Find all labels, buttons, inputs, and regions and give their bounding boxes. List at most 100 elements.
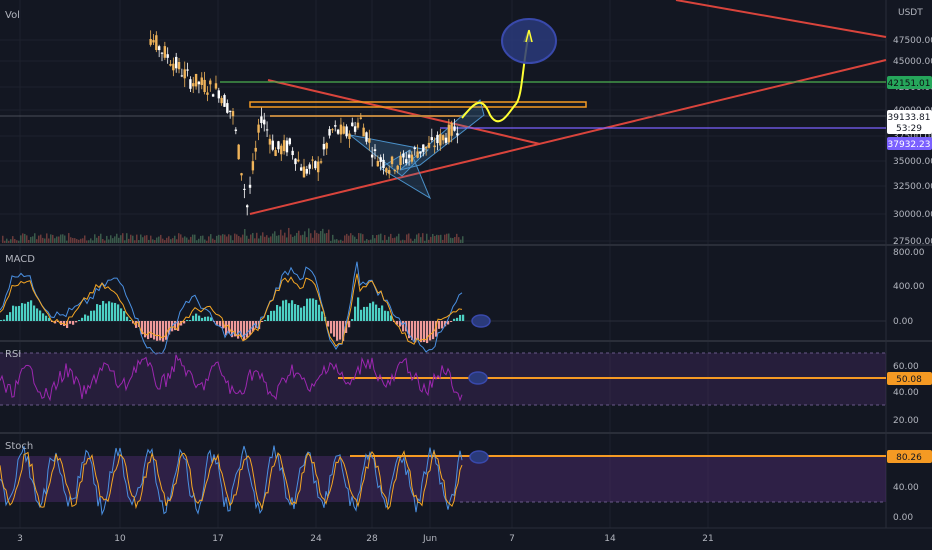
rsi-panel[interactable]: RSI 60.00 40.00 20.00 50.08: [0, 349, 932, 426]
volume-bar: [172, 238, 174, 243]
candle-body: [257, 124, 260, 133]
volume-bar: [118, 237, 120, 243]
volume-bar: [236, 234, 238, 243]
macd-hist-bar: [291, 300, 294, 321]
target-ellipse[interactable]: [501, 18, 557, 64]
rising-trendline[interactable]: [249, 59, 887, 215]
macd-hist-bar: [153, 321, 156, 340]
volume-bar: [94, 234, 96, 243]
macd-hist-bar: [81, 317, 84, 321]
volume-bar: [46, 233, 48, 243]
candle-body: [234, 129, 238, 131]
volume-bar: [350, 233, 352, 243]
volume-bar: [300, 235, 302, 243]
candle-body: [311, 159, 314, 161]
candle-body: [277, 141, 280, 150]
candle-body: [160, 52, 164, 54]
volume-bar: [448, 233, 450, 243]
volume-bar: [80, 238, 82, 243]
macd-hist-bar: [30, 300, 33, 321]
volume-bar: [298, 230, 300, 243]
macd-hist-bar: [9, 312, 12, 321]
volume-bar: [424, 240, 426, 243]
macd-hist-bar: [6, 314, 9, 321]
stoch-marker[interactable]: [469, 450, 489, 464]
current-price-value: 39133.81: [888, 113, 931, 123]
candle-body: [285, 140, 289, 153]
macd-hist-bar: [48, 317, 51, 321]
macd-hist-bar: [390, 315, 393, 321]
macd-hist-bar: [273, 310, 276, 321]
volume-bar: [446, 233, 448, 243]
volume-bar: [306, 237, 308, 243]
volume-bar: [124, 240, 126, 243]
macd-hist-bar: [423, 321, 426, 343]
volume-bar: [438, 235, 440, 243]
macd-panel[interactable]: MACD 800.00 400.00 0.00: [0, 248, 925, 355]
stoch-title: Stoch: [5, 441, 33, 452]
volume-bar: [130, 234, 132, 243]
volume-bar: [86, 240, 88, 243]
volume-bar: [102, 239, 104, 243]
rsi-marker[interactable]: [468, 371, 488, 385]
macd-hist-bar: [435, 321, 438, 337]
resistance-zone[interactable]: [249, 101, 587, 108]
candle-body: [157, 46, 161, 51]
candle-body: [223, 95, 226, 107]
candle-body: [152, 40, 155, 43]
candle-body: [294, 158, 297, 165]
volume-bar: [54, 238, 56, 243]
target-arrow-tip: [525, 29, 533, 43]
volume-bar: [310, 233, 312, 243]
candle-body: [149, 38, 152, 45]
macd-hist-bar: [237, 321, 240, 339]
time-axis[interactable]: 3 10 17 24 28 Jun 7 14 21: [17, 534, 714, 544]
volume-bar: [26, 235, 28, 243]
macd-hist-bar: [129, 320, 132, 321]
candle-body: [319, 161, 323, 163]
candle-body: [382, 159, 385, 169]
macd-hist-bar: [348, 321, 351, 328]
volume-bar: [452, 238, 454, 243]
volume-bar: [70, 237, 72, 243]
volume-bar: [108, 239, 110, 243]
candle-body: [336, 129, 340, 134]
volume-bar: [426, 233, 428, 243]
volume-bar: [382, 240, 384, 243]
price-panel[interactable]: Vol: [0, 0, 887, 243]
candle-body: [365, 132, 368, 142]
candle-body: [399, 155, 402, 165]
stoch-panel[interactable]: Stoch 40.00 0.00 80.26: [0, 441, 932, 523]
candle-body: [342, 126, 345, 134]
volume-bar: [392, 238, 394, 243]
falling-trendline[interactable]: [267, 79, 541, 145]
volume-bar: [348, 235, 350, 243]
candle-body: [325, 142, 328, 149]
candle-body: [282, 140, 286, 152]
macd-hist-bar: [294, 304, 297, 321]
volume-bar: [230, 235, 232, 243]
volume-bar: [160, 234, 162, 243]
currency-label: USDT: [898, 8, 923, 18]
macd-hist-bar: [54, 321, 57, 324]
time-label: 14: [604, 534, 616, 544]
candle-body: [334, 125, 337, 127]
macd-hist-bar: [459, 314, 462, 321]
candle-body: [268, 138, 272, 145]
macd-hist-bar: [240, 321, 243, 337]
stoch-d-line: [0, 449, 463, 511]
volume-bar: [132, 235, 134, 243]
volume-bar: [98, 235, 100, 243]
upper-trendline[interactable]: [675, 0, 887, 38]
candle-body: [348, 133, 351, 139]
macd-marker[interactable]: [471, 314, 491, 328]
macd-hist-bar: [78, 320, 81, 321]
volume-bar: [202, 235, 204, 243]
candle-body: [407, 154, 411, 158]
volume-bar: [164, 240, 166, 243]
volume-bar: [314, 230, 316, 243]
macd-hist-bar: [408, 321, 411, 339]
price-axis[interactable]: USDT 47500.0045000.0042500.0040000.00375…: [887, 8, 932, 247]
projection-path[interactable]: [461, 37, 529, 123]
